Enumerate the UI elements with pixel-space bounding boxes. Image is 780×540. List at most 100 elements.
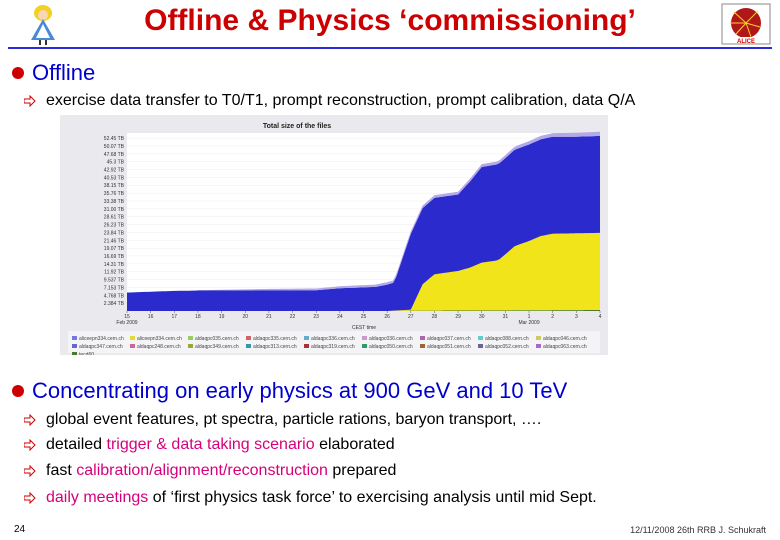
subitem-highlight: daily meetings — [46, 489, 149, 506]
legend-swatch — [362, 344, 367, 348]
bullet-dot-icon — [12, 385, 24, 397]
area-series_blue — [127, 135, 600, 311]
legend-swatch — [72, 336, 77, 340]
subitem-text: detailed — [46, 436, 107, 453]
area-series_green — [127, 310, 600, 311]
x-tick-label: 26 — [384, 314, 390, 320]
area-series_yellow — [127, 232, 600, 311]
legend-swatch — [478, 336, 483, 340]
legend-label: aldaqpc050.cern.ch — [369, 344, 413, 350]
y-tick-label: 38.15 TB — [104, 183, 125, 189]
bullet-dot-icon — [12, 67, 24, 79]
legend-box — [68, 331, 600, 353]
x-tick-label: 25 — [361, 314, 367, 320]
legend-swatch — [420, 344, 425, 348]
y-tick-label: 28.61 TB — [104, 215, 125, 221]
x-tick-label: 30 — [479, 314, 485, 320]
legend-swatch — [130, 336, 135, 340]
legend-label: aldaqpc313.cern.ch — [253, 344, 297, 350]
y-tick-label: 7.153 TB — [104, 285, 125, 291]
legend-swatch — [130, 344, 135, 348]
legend-label: aldaqpc046.cern.ch — [543, 336, 587, 342]
legend-swatch — [304, 344, 309, 348]
y-tick-label: 52.45 TB — [104, 136, 125, 142]
y-tick-label: 4.768 TB — [104, 293, 125, 299]
chart-xlabel: CEST time — [352, 325, 376, 331]
x-tick-label: 17 — [172, 314, 178, 320]
offline-subitem-text: exercise data transfer to T0/T1, prompt … — [46, 92, 636, 109]
x-tick-label: 16 — [148, 314, 154, 320]
title-divider — [8, 47, 772, 49]
subitem-highlight: calibration/alignment/reconstruction — [76, 462, 328, 479]
bullet-early-physics: Concentrating on early physics at 900 Ge… — [12, 378, 567, 404]
y-tick-label: 40.53 TB — [104, 175, 125, 181]
chart-title: Total size of the files — [263, 123, 331, 130]
footer-credit: 12/11/2008 26th RRB J. Schukraft — [630, 525, 766, 535]
legend-label: aldaqpc036.cern.ch — [369, 336, 413, 342]
subitem-text: global event features, pt spectra, parti… — [46, 411, 542, 428]
x-tick-note: Feb 2009 — [116, 320, 137, 326]
x-tick-label: 31 — [503, 314, 509, 320]
subitem-text-post: prepared — [327, 462, 397, 479]
legend-swatch — [246, 344, 251, 348]
legend-swatch — [536, 336, 541, 340]
y-tick-label: 11.92 TB — [104, 270, 124, 276]
legend-swatch — [478, 344, 483, 348]
hollow-arrow-icon — [24, 95, 36, 107]
y-tick-label: 50.07 TB — [104, 144, 125, 150]
x-tick-label: 24 — [337, 314, 343, 320]
x-tick-label: 20 — [242, 314, 248, 320]
legend-swatch — [188, 336, 193, 340]
physics-subitem-4: daily meetings of ‘first physics task fo… — [24, 489, 597, 507]
y-tick-label: 26.23 TB — [104, 223, 125, 229]
y-tick-label: 2.384 TB — [104, 301, 125, 307]
legend-label: aldaqpc336.cern.ch — [311, 336, 355, 342]
slide-title: Offline & Physics ‘commissioning’ — [144, 4, 636, 37]
physics-subitem-3: fast calibration/alignment/reconstructio… — [24, 462, 396, 480]
y-tick-label: 45.3 TB — [107, 160, 125, 166]
legend-swatch — [72, 344, 77, 348]
y-tick-label: 47.68 TB — [104, 152, 125, 158]
legend-label: aldaqpc088.cern.ch — [485, 336, 529, 342]
legend-label: tecd60 — [79, 352, 94, 355]
legend-swatch — [188, 344, 193, 348]
y-tick-label: 23.84 TB — [104, 230, 125, 236]
subitem-text: fast — [46, 462, 77, 479]
subitem-text-post: elaborated — [314, 436, 395, 453]
legend-swatch — [246, 336, 251, 340]
y-tick-label: 31.00 TB — [104, 207, 125, 213]
legend-label: aldaqpc347.cern.ch — [79, 344, 123, 350]
x-tick-label: 29 — [455, 314, 461, 320]
legend-label: aldaqpc035.cern.ch — [195, 336, 239, 342]
hollow-arrow-icon — [24, 465, 36, 477]
y-tick-label: 14.31 TB — [104, 262, 125, 268]
x-tick-label: 4 — [599, 314, 602, 320]
y-tick-label: 42.92 TB — [104, 168, 125, 174]
x-tick-label: 27 — [408, 314, 414, 320]
subitem-text-post: of ‘first physics task force’ to exercis… — [148, 489, 597, 506]
chart-svg: Total size of the files 2.384 TB 4.768 TB… — [60, 115, 608, 358]
legend-swatch — [304, 336, 309, 340]
hollow-arrow-icon — [24, 492, 36, 504]
y-tick-label: 35.76 TB — [104, 191, 125, 197]
total-file-size-chart: Total size of the files 2.384 TB 4.768 TB… — [60, 115, 608, 358]
x-tick-label: 28 — [432, 314, 438, 320]
y-tick-label: 9.537 TB — [104, 278, 125, 284]
x-tick-label: 22 — [290, 314, 296, 320]
x-tick-label: 19 — [219, 314, 225, 320]
y-tick-label: 16.69 TB — [104, 254, 125, 260]
y-tick-label: 21.46 TB — [104, 238, 125, 244]
hollow-arrow-icon — [24, 439, 36, 451]
x-tick-label: 1 — [528, 314, 531, 320]
x-tick-label: 3 — [575, 314, 578, 320]
page-number: 24 — [14, 524, 26, 535]
legend-label: aldaqpc052.cern.ch — [485, 344, 529, 350]
legend-label: aldaqpc037.cern.ch — [427, 336, 471, 342]
x-tick-note: Mar 2009 — [518, 320, 539, 326]
legend-swatch — [420, 336, 425, 340]
alice-experiment-logo: ALICE — [720, 3, 772, 47]
svg-text:ALICE: ALICE — [737, 39, 755, 45]
legend-label: aliceepn334.cern.ch — [79, 336, 124, 342]
hollow-arrow-icon — [24, 414, 36, 426]
legend-label: aliceepn334.cern.ch — [137, 336, 182, 342]
